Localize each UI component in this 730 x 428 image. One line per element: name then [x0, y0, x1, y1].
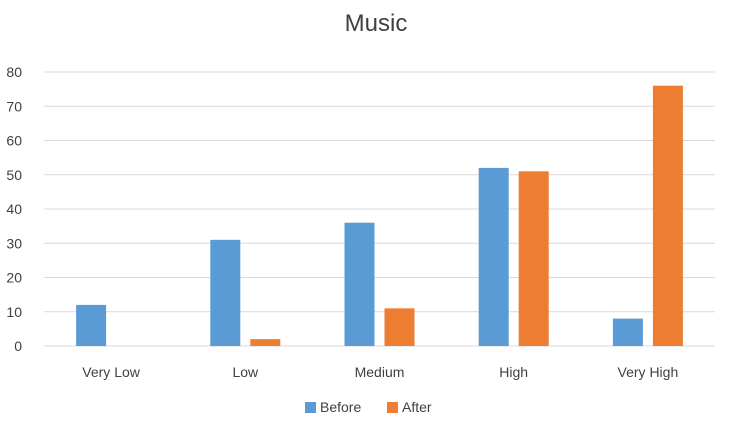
y-tick-label: 80 [6, 64, 22, 80]
gridlines [44, 71, 715, 347]
y-axis-ticks: 0 10 20 30 40 50 60 70 80 [6, 64, 22, 354]
bar-after-high [518, 171, 549, 346]
legend: Before After [305, 399, 432, 415]
y-tick-label: 40 [6, 201, 22, 217]
bar-before-high [478, 167, 509, 346]
x-tick-label: Very High [618, 364, 679, 380]
y-tick-label: 30 [6, 235, 22, 251]
x-tick-label: Very Low [82, 364, 140, 380]
legend-swatch-before [305, 402, 316, 413]
legend-label-after: After [402, 399, 432, 415]
y-tick-label: 20 [6, 270, 22, 286]
bar-after-medium [384, 308, 415, 346]
bar-after-low [250, 339, 281, 346]
x-tick-label: Low [232, 364, 259, 380]
x-tick-label: High [499, 364, 528, 380]
bar-before-low [210, 239, 241, 346]
y-tick-label: 0 [14, 338, 22, 354]
bars [76, 85, 683, 346]
legend-label-before: Before [320, 399, 361, 415]
chart-title: Music [345, 10, 408, 37]
y-tick-label: 60 [6, 133, 22, 149]
x-axis-labels: Very Low Low Medium High Very High [82, 364, 678, 380]
bar-before-very-high [612, 318, 643, 346]
bar-after-very-high [652, 85, 683, 346]
bar-before-medium [344, 222, 375, 346]
y-tick-label: 70 [6, 98, 22, 114]
bar-before-very-low [76, 304, 107, 346]
legend-swatch-after [387, 402, 398, 413]
y-tick-label: 50 [6, 167, 22, 183]
x-tick-label: Medium [355, 364, 405, 380]
y-tick-label: 10 [6, 304, 22, 320]
